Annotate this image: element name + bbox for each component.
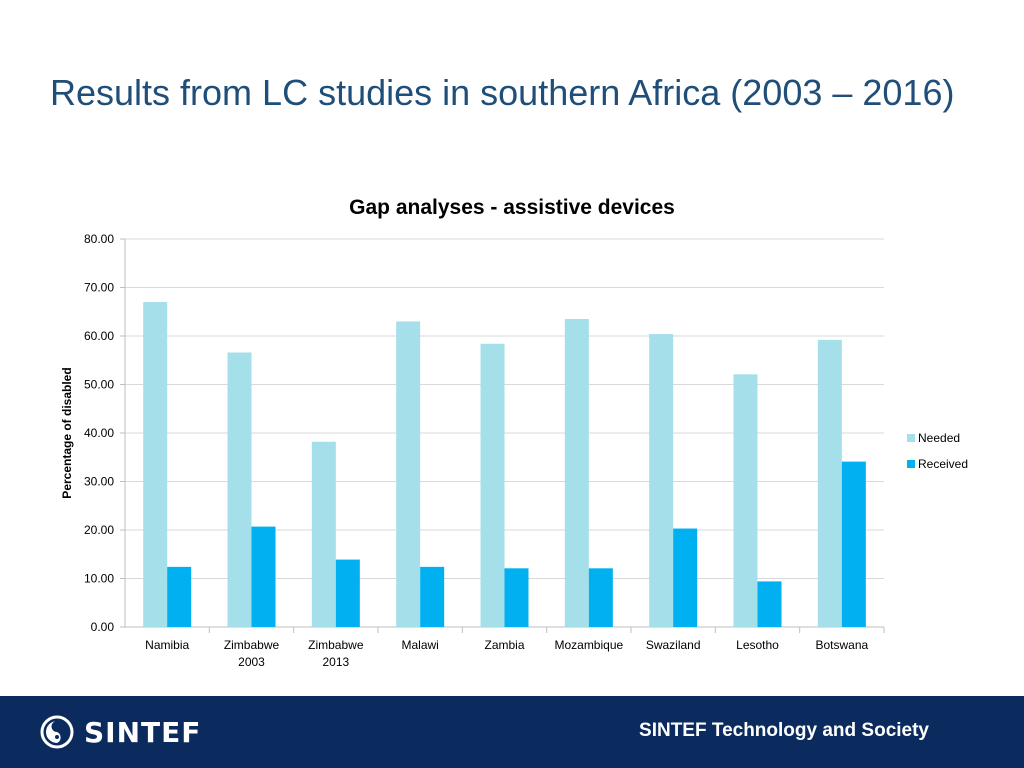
x-tick-label: Namibia bbox=[145, 638, 189, 652]
bar-received bbox=[420, 566, 445, 627]
y-tick-label: 30.00 bbox=[84, 475, 114, 489]
x-tick-label: Zimbabwe bbox=[308, 638, 364, 652]
x-tick-label: Swaziland bbox=[646, 638, 701, 652]
legend-swatch-needed bbox=[907, 434, 915, 442]
x-tick-label: Malawi bbox=[401, 638, 438, 652]
bar-needed bbox=[817, 339, 842, 627]
y-axis-label: Percentage of disabled bbox=[60, 367, 74, 498]
x-tick-label: 2013 bbox=[322, 655, 349, 669]
bar-received bbox=[335, 559, 360, 627]
sintef-logo: SINTEF bbox=[40, 712, 201, 752]
x-tick-label: Botswana bbox=[815, 638, 868, 652]
chart-title: Gap analyses - assistive devices bbox=[349, 196, 675, 219]
page-title: Results from LC studies in southern Afri… bbox=[50, 72, 955, 113]
bar-needed bbox=[733, 374, 758, 627]
bar-chart: Gap analyses - assistive devices Percent… bbox=[60, 196, 968, 669]
y-tick-label: 0.00 bbox=[91, 620, 115, 634]
y-tick-label: 40.00 bbox=[84, 426, 114, 440]
bar-received bbox=[841, 461, 866, 627]
footer-bar: SINTEF SINTEF Technology and Society bbox=[0, 696, 1024, 768]
x-tick-label: Zimbabwe bbox=[224, 638, 280, 652]
bar-needed bbox=[227, 352, 252, 627]
y-tick-label: 80.00 bbox=[84, 232, 114, 246]
x-tick-label: Mozambique bbox=[554, 638, 623, 652]
legend-swatch-received bbox=[907, 460, 915, 468]
bar-needed bbox=[480, 343, 505, 627]
bar-needed bbox=[311, 441, 336, 627]
x-tick-label: Lesotho bbox=[736, 638, 779, 652]
bar-received bbox=[504, 568, 529, 627]
y-tick-label: 20.00 bbox=[84, 523, 114, 537]
logo-text: SINTEF bbox=[84, 715, 202, 749]
bar-needed bbox=[143, 302, 168, 627]
bar-needed bbox=[564, 319, 589, 627]
bar-received bbox=[588, 568, 613, 627]
bar-needed bbox=[396, 321, 421, 627]
legend-label-received: Received bbox=[918, 457, 968, 471]
bar-received bbox=[167, 566, 192, 627]
footer-caption: SINTEF Technology and Society bbox=[639, 720, 929, 741]
bar-received bbox=[251, 526, 276, 627]
y-tick-label: 70.00 bbox=[84, 281, 114, 295]
x-tick-label: 2003 bbox=[238, 655, 265, 669]
x-tick-label: Zambia bbox=[484, 638, 524, 652]
y-tick-label: 50.00 bbox=[84, 378, 114, 392]
legend-label-needed: Needed bbox=[918, 431, 960, 445]
bar-received bbox=[673, 528, 698, 627]
y-tick-label: 60.00 bbox=[84, 329, 114, 343]
bar-received bbox=[757, 581, 782, 627]
y-tick-label: 10.00 bbox=[84, 572, 114, 586]
sintef-logo-icon bbox=[40, 715, 74, 749]
bar-needed bbox=[649, 334, 674, 627]
